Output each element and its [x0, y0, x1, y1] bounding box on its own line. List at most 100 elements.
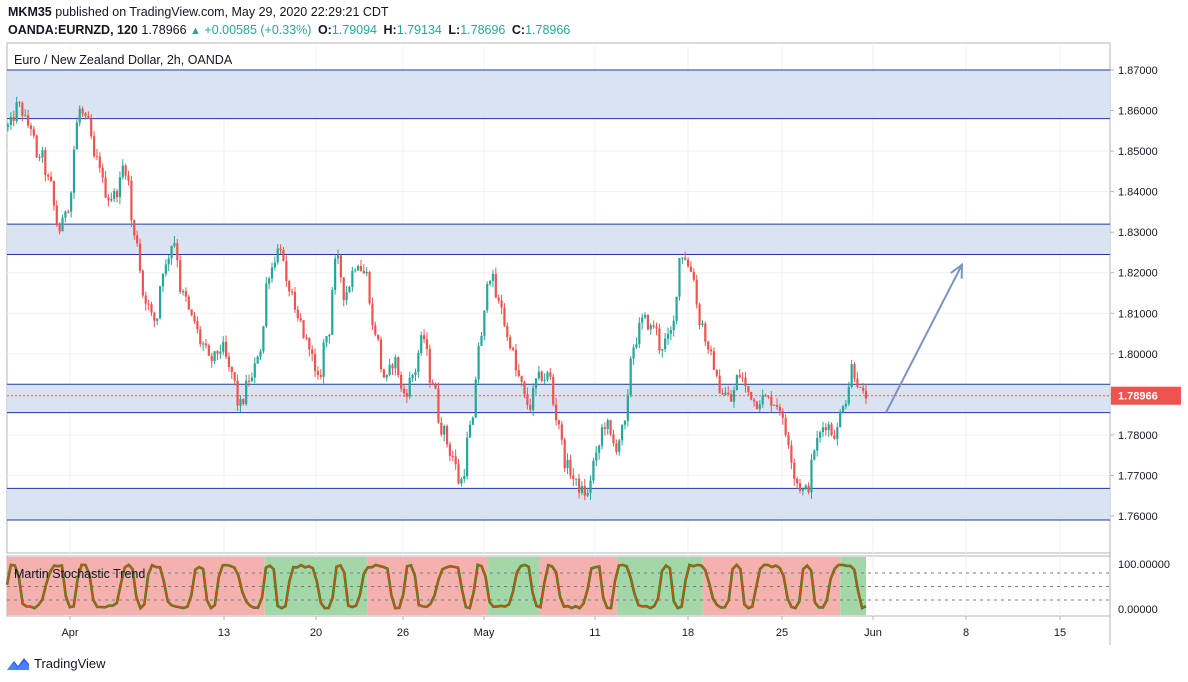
time-tick-label: 15 — [1054, 627, 1066, 639]
candle-body — [813, 450, 816, 460]
candle-body — [44, 150, 47, 176]
candle-body — [26, 115, 30, 126]
candle-body — [675, 296, 678, 321]
candle-body — [141, 270, 144, 296]
candle-body — [666, 333, 670, 339]
candle-body — [859, 386, 862, 388]
candle-body — [391, 364, 394, 369]
candle-body — [311, 349, 314, 354]
candle-body — [532, 388, 535, 410]
candle-body — [770, 396, 773, 406]
candle-body — [276, 248, 279, 263]
candle-body — [331, 289, 334, 335]
candle-body — [463, 476, 466, 480]
candle-body — [279, 248, 282, 251]
candle-body — [839, 412, 842, 428]
candle-body — [397, 357, 400, 376]
candle-body — [724, 392, 727, 395]
time-axis[interactable]: Apr 13 20 26 May 11 18 25 Jun 8 15 — [61, 616, 1066, 639]
candle-body — [293, 291, 297, 310]
last-price: 1.78966 — [141, 23, 187, 37]
candle-body — [761, 395, 764, 405]
candle-body — [595, 452, 598, 461]
candle-body — [58, 225, 61, 232]
candle-body — [569, 459, 572, 476]
candle-body — [90, 118, 93, 137]
candle-body — [540, 371, 543, 381]
price-tick-label: 1.83000 — [1118, 227, 1158, 239]
candle-body — [841, 406, 845, 413]
candle-body — [247, 380, 251, 382]
candle-body — [818, 432, 822, 438]
candle-body — [250, 377, 254, 381]
oscillator-main-line — [6, 563, 867, 610]
candle-body — [127, 175, 130, 181]
candle-body — [6, 124, 10, 127]
grid — [7, 43, 1110, 616]
candle-body — [497, 297, 500, 301]
candle-body — [500, 300, 503, 308]
candle-body — [411, 375, 414, 379]
candle-body — [422, 335, 426, 340]
author-name[interactable]: MKM35 — [8, 5, 52, 19]
candle-body — [202, 343, 205, 345]
candle-body — [730, 394, 733, 402]
candle-body — [810, 459, 813, 493]
candle-body — [187, 296, 190, 310]
candle-body — [207, 345, 210, 356]
candle-body — [305, 337, 308, 339]
oscillator-tick-label: 100.00000 — [1118, 559, 1170, 571]
candle-body — [41, 150, 44, 158]
candle-body — [520, 376, 523, 382]
candle-body — [798, 483, 802, 491]
candle-body — [184, 291, 188, 297]
high-label: H: — [383, 23, 397, 37]
candle-body — [784, 417, 787, 435]
candle-body — [265, 283, 268, 327]
candle-body — [379, 339, 383, 370]
candle-body — [434, 384, 437, 389]
candle-body — [121, 165, 124, 178]
candle-body — [224, 341, 228, 357]
candle-body — [557, 420, 561, 425]
time-tick-label: 25 — [776, 627, 788, 639]
candle-body — [827, 424, 830, 431]
price-tick-label: 1.86000 — [1118, 106, 1158, 118]
candle-body — [658, 328, 661, 351]
candle-body — [290, 291, 294, 293]
candle-body — [164, 264, 167, 274]
price-tick-label: 1.76000 — [1118, 511, 1158, 523]
candle-body — [345, 292, 348, 301]
candle-body — [801, 488, 804, 491]
candle-body — [603, 427, 606, 430]
oscillator-tick-label: 0.00000 — [1118, 604, 1158, 616]
candle-body — [684, 257, 687, 260]
zone-fill — [7, 488, 1110, 521]
candle-body — [273, 262, 276, 268]
candle-body — [600, 427, 604, 446]
candle-body — [643, 314, 647, 318]
candle-body — [701, 323, 704, 325]
candle-body — [626, 394, 629, 421]
candle-body — [830, 424, 833, 436]
projection-arrow-head — [950, 262, 964, 279]
candle-body — [190, 309, 193, 316]
candle-body — [233, 372, 236, 381]
candle-body — [632, 347, 635, 359]
candle-body — [12, 117, 15, 122]
candle-body — [575, 478, 578, 480]
price-change: +0.00585 (+0.33%) — [204, 23, 312, 37]
candle-body — [821, 427, 825, 433]
candle-body — [356, 265, 360, 271]
candle-body — [534, 378, 538, 389]
candle-body — [150, 304, 153, 313]
candle-body — [735, 375, 738, 391]
candle-body — [156, 318, 159, 321]
price-axis[interactable]: 1.87000 1.86000 1.85000 1.84000 1.83000 1.820… — [1110, 65, 1170, 616]
candle-body — [775, 404, 779, 407]
annotations: 1.78966 — [7, 262, 1181, 414]
candle-body — [388, 364, 391, 375]
candle-body — [577, 478, 581, 493]
candle-body — [115, 191, 119, 198]
